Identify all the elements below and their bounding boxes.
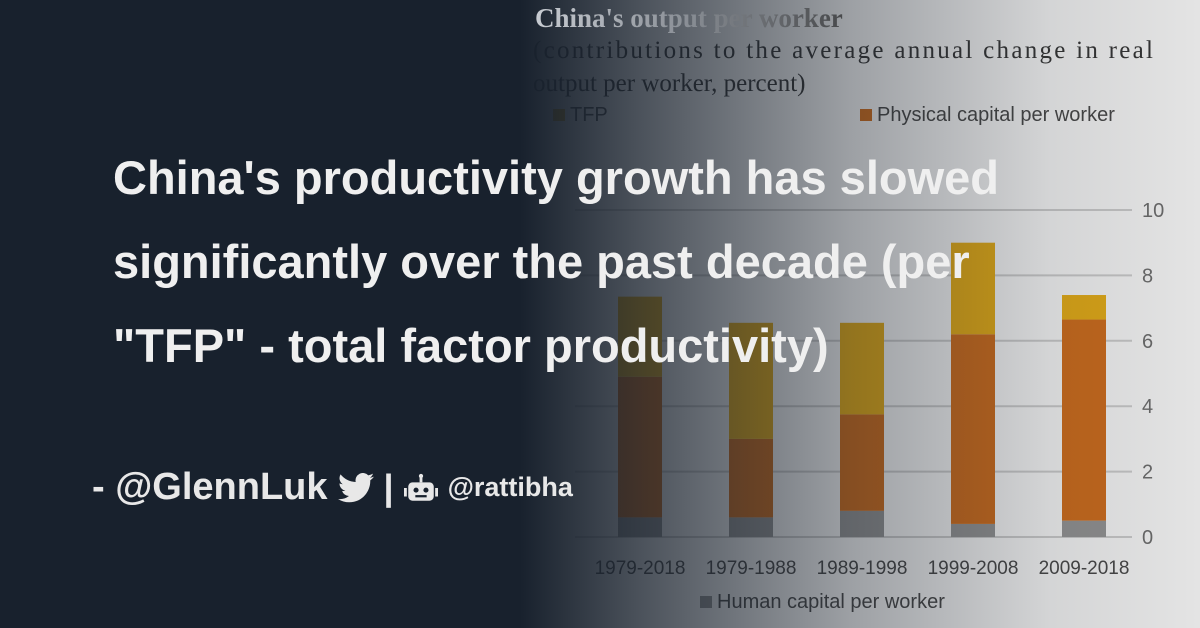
chart-title: China's output per worker: [535, 3, 843, 33]
footer: - @GlennLuk | @rattibha: [92, 466, 573, 509]
robot-icon: [403, 473, 438, 501]
site-handle[interactable]: @rattibha: [447, 472, 573, 502]
separator: |: [383, 466, 394, 508]
twitter-bird-icon: [337, 472, 374, 502]
author-handle[interactable]: - @GlennLuk: [92, 466, 328, 508]
post-title: China's productivity growth has slowed s…: [113, 151, 1000, 372]
